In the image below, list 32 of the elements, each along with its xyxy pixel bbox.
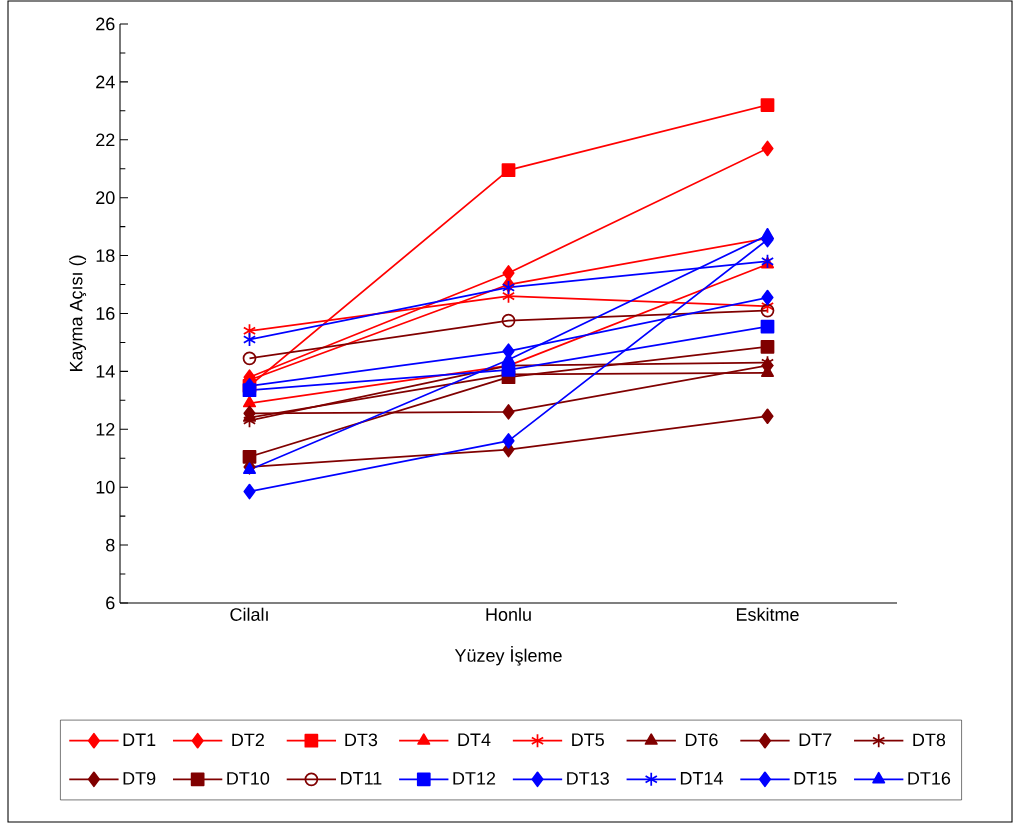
x-tick-label: Eskitme xyxy=(736,607,799,621)
legend-label: DT12 xyxy=(453,772,496,785)
legend-label: DT2 xyxy=(232,733,264,747)
x-tick-label: Honlu xyxy=(486,607,531,621)
legend-label: DT14 xyxy=(680,772,723,785)
y-tick-label: 24 xyxy=(96,75,115,89)
y-tick-label: 12 xyxy=(96,423,115,436)
legend-label: DT16 xyxy=(908,772,951,785)
legend-label: DT3 xyxy=(345,733,378,747)
legend-label: DT10 xyxy=(227,772,270,785)
legend-label: DT1 xyxy=(123,733,156,746)
legend-label: DT15 xyxy=(794,772,837,785)
x-tick-label: Cilalı xyxy=(230,607,268,621)
legend-label: DT9 xyxy=(123,772,156,785)
legend-label: DT6 xyxy=(685,733,718,747)
legend-label: DT5 xyxy=(572,733,604,747)
y-tick-label: 22 xyxy=(96,133,115,147)
legend-label: DT8 xyxy=(913,733,946,747)
y-tick-label: 26 xyxy=(96,17,115,31)
y-tick-label: 16 xyxy=(96,307,115,320)
legend-label: DT4 xyxy=(458,733,491,746)
x-axis-title: Yüzey İşleme xyxy=(454,646,562,666)
y-tick-label: 6 xyxy=(106,596,115,610)
y-tick-label: 14 xyxy=(96,365,115,378)
legend-label: DT7 xyxy=(799,733,832,746)
y-tick-label: 10 xyxy=(96,480,115,494)
y-axis-title: Kayma Açısı () xyxy=(69,255,87,372)
legend-label: DT11 xyxy=(341,772,382,785)
legend-label: DT13 xyxy=(567,772,609,785)
y-tick-label: 8 xyxy=(106,538,115,552)
y-tick-label: 18 xyxy=(96,249,115,262)
y-tick-label: 20 xyxy=(96,191,115,205)
